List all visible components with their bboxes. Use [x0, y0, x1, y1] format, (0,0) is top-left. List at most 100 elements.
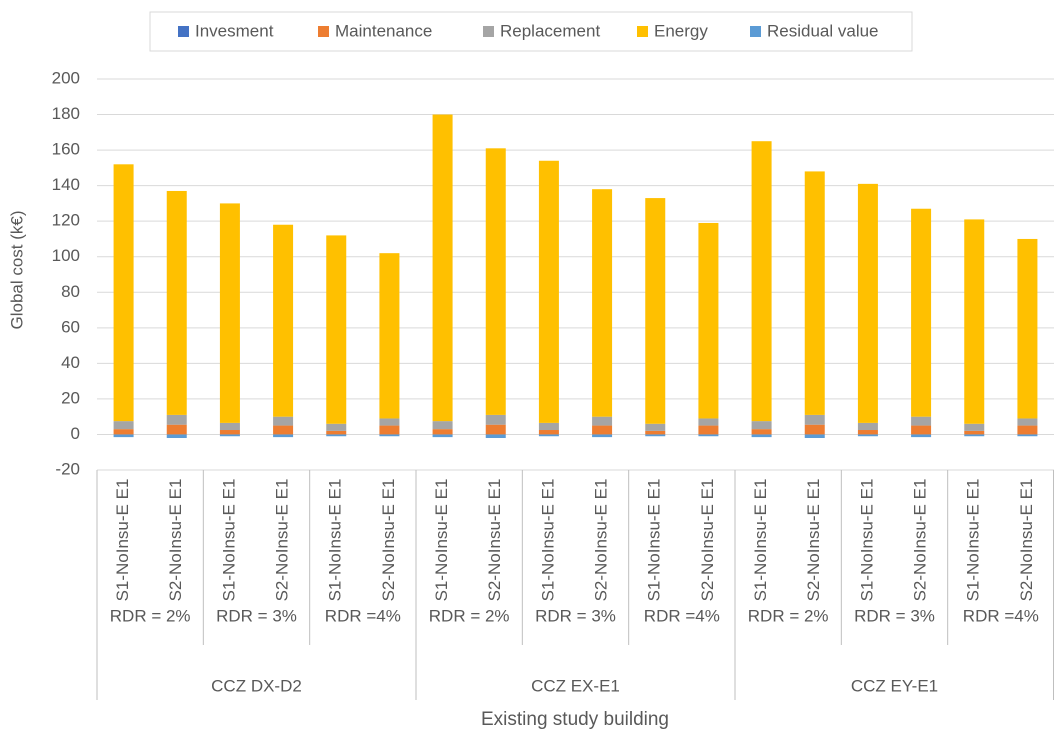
legend-swatch [750, 26, 761, 37]
y-tick-label: 200 [52, 68, 80, 87]
bar-segment [911, 208, 932, 417]
bar-segment [592, 434, 613, 438]
group-label: CCZ DX-D2 [211, 676, 302, 695]
x-tick-label: S1-NoInsu-E E1 [326, 479, 345, 602]
x-tick-label: S1-NoInsu-E E1 [538, 479, 557, 602]
y-tick-label: 100 [52, 246, 80, 265]
bar-segment [326, 434, 347, 437]
x-tick-label: S1-NoInsu-E E1 [113, 479, 132, 602]
bar-segment [219, 203, 240, 423]
x-tick-label: S2-NoInsu-E E1 [592, 479, 611, 602]
subgroup-label: RDR =4% [963, 606, 1039, 625]
bar-segment [698, 434, 719, 437]
bar-segment [911, 434, 932, 438]
bar-segment [538, 434, 559, 437]
bar-segment [964, 430, 985, 435]
legend-label: Replacement [500, 21, 600, 40]
bar-segment [698, 222, 719, 419]
bar-segment [698, 425, 719, 435]
bar-segment [219, 422, 240, 431]
y-axis-title: Global cost (k€) [7, 210, 26, 329]
bar-segment [379, 434, 400, 437]
bar-segment [964, 423, 985, 431]
bar-segment [379, 418, 400, 426]
bar-segment [485, 148, 506, 415]
bar-segment [592, 189, 613, 417]
x-tick-label: S1-NoInsu-E E1 [857, 479, 876, 602]
subgroup-label: RDR = 2% [429, 606, 510, 625]
legend-swatch [637, 26, 648, 37]
bar-segment [273, 434, 294, 438]
bar-segment [273, 425, 294, 435]
bar-segment [485, 414, 506, 425]
x-tick-label: S2-NoInsu-E E1 [273, 479, 292, 602]
bar-segment [326, 235, 347, 424]
bar-segment [1017, 238, 1038, 419]
legend-label: Residual value [767, 21, 879, 40]
legend-swatch [318, 26, 329, 37]
x-tick-label: S1-NoInsu-E E1 [432, 479, 451, 602]
bar-segment [166, 434, 187, 439]
bar-segment [166, 424, 187, 435]
bar-segment [432, 114, 453, 422]
bar-segment [1017, 425, 1038, 435]
x-tick-label: S2-NoInsu-E E1 [698, 479, 717, 602]
bar-segment [1017, 418, 1038, 426]
bar-segment [964, 434, 985, 437]
bar-segment [645, 430, 666, 435]
subgroup-label: RDR = 2% [110, 606, 191, 625]
bar-segment [911, 425, 932, 435]
subgroup-label: RDR = 2% [748, 606, 829, 625]
bar-segment [432, 434, 453, 438]
bar-segment [166, 190, 187, 415]
bar-segment [326, 423, 347, 431]
bar-segment [379, 253, 400, 419]
x-tick-label: S1-NoInsu-E E1 [645, 479, 664, 602]
subgroup-label: RDR = 3% [535, 606, 616, 625]
subgroup-label: RDR =4% [644, 606, 720, 625]
legend-label: Maintenance [335, 21, 432, 40]
y-tick-label: 0 [71, 424, 80, 443]
x-tick-label: S2-NoInsu-E E1 [379, 479, 398, 602]
bar-segment [592, 416, 613, 426]
y-tick-label: -20 [55, 459, 80, 478]
bar-segment [538, 422, 559, 431]
bar-segment [857, 430, 878, 435]
bar-segment [804, 424, 825, 435]
bar-segment [804, 171, 825, 415]
x-tick-label: S1-NoInsu-E E1 [751, 479, 770, 602]
y-tick-label: 40 [61, 353, 80, 372]
bar-segment [645, 423, 666, 431]
legend-box [149, 11, 913, 52]
bar-segment [432, 429, 453, 435]
x-tick-label: S2-NoInsu-E E1 [485, 479, 504, 602]
y-tick-label: 20 [61, 388, 80, 407]
bar-segment [857, 422, 878, 431]
bar-segment [166, 414, 187, 425]
x-tick-label: S2-NoInsu-E E1 [911, 479, 930, 602]
bar-segment [592, 425, 613, 435]
group-label: CCZ EY-E1 [851, 676, 938, 695]
bar-segment [751, 429, 772, 435]
y-tick-label: 120 [52, 211, 80, 230]
legend-label: Energy [654, 21, 708, 40]
legend-swatch [178, 26, 189, 37]
bar-segment [273, 224, 294, 417]
legend-label: Invesment [195, 21, 274, 40]
bar-segment [113, 164, 134, 422]
bar-segment [964, 219, 985, 424]
bar-segment [219, 434, 240, 437]
bar-segment [804, 434, 825, 439]
bar-segment [432, 421, 453, 430]
y-tick-label: 60 [61, 317, 80, 336]
y-tick-label: 160 [52, 140, 80, 159]
bar-segment [751, 421, 772, 430]
bar-segment [538, 160, 559, 423]
bar-segment [113, 434, 134, 438]
bar-segment [485, 424, 506, 435]
bar-segment [113, 429, 134, 435]
bar-segment [379, 425, 400, 435]
bar-segment [911, 416, 932, 426]
x-tick-label: S2-NoInsu-E E1 [1017, 479, 1036, 602]
